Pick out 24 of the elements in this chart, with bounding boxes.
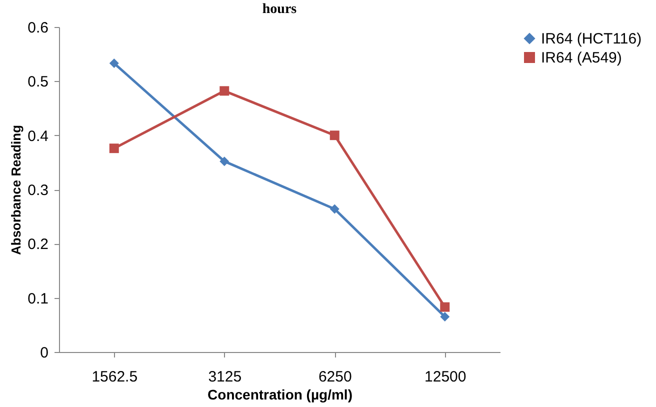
y-tick-label: 0.5 [28,74,48,91]
x-tick-label: 12500 [424,368,466,386]
legend-label: IR64 (A549) [541,50,622,66]
legend-label: IR64 (HCT116) [541,30,642,48]
point [220,86,230,96]
y-axis-title: Absorbance Reading [8,124,24,256]
y-tick-label: 0.3 [28,182,48,199]
point [220,156,230,166]
point [440,302,450,312]
point [109,144,119,154]
y-tick-label: 0.2 [28,236,48,254]
x-axis-title: Concentration (µg/ml) [208,386,352,402]
chart-title: hours [262,2,298,17]
x-tick-label: 6250 [318,368,352,386]
y-tick-label: 0.6 [28,20,48,36]
point [330,130,340,140]
y-tick-label: 0.4 [28,128,48,145]
y-tick-label: 0 [40,344,48,362]
x-tick-label: 1562.5 [92,368,138,386]
y-tick-label: 0.1 [28,290,48,308]
x-tick-label: 3125 [208,368,242,386]
point [440,312,450,322]
point [330,204,340,214]
point [109,58,119,68]
